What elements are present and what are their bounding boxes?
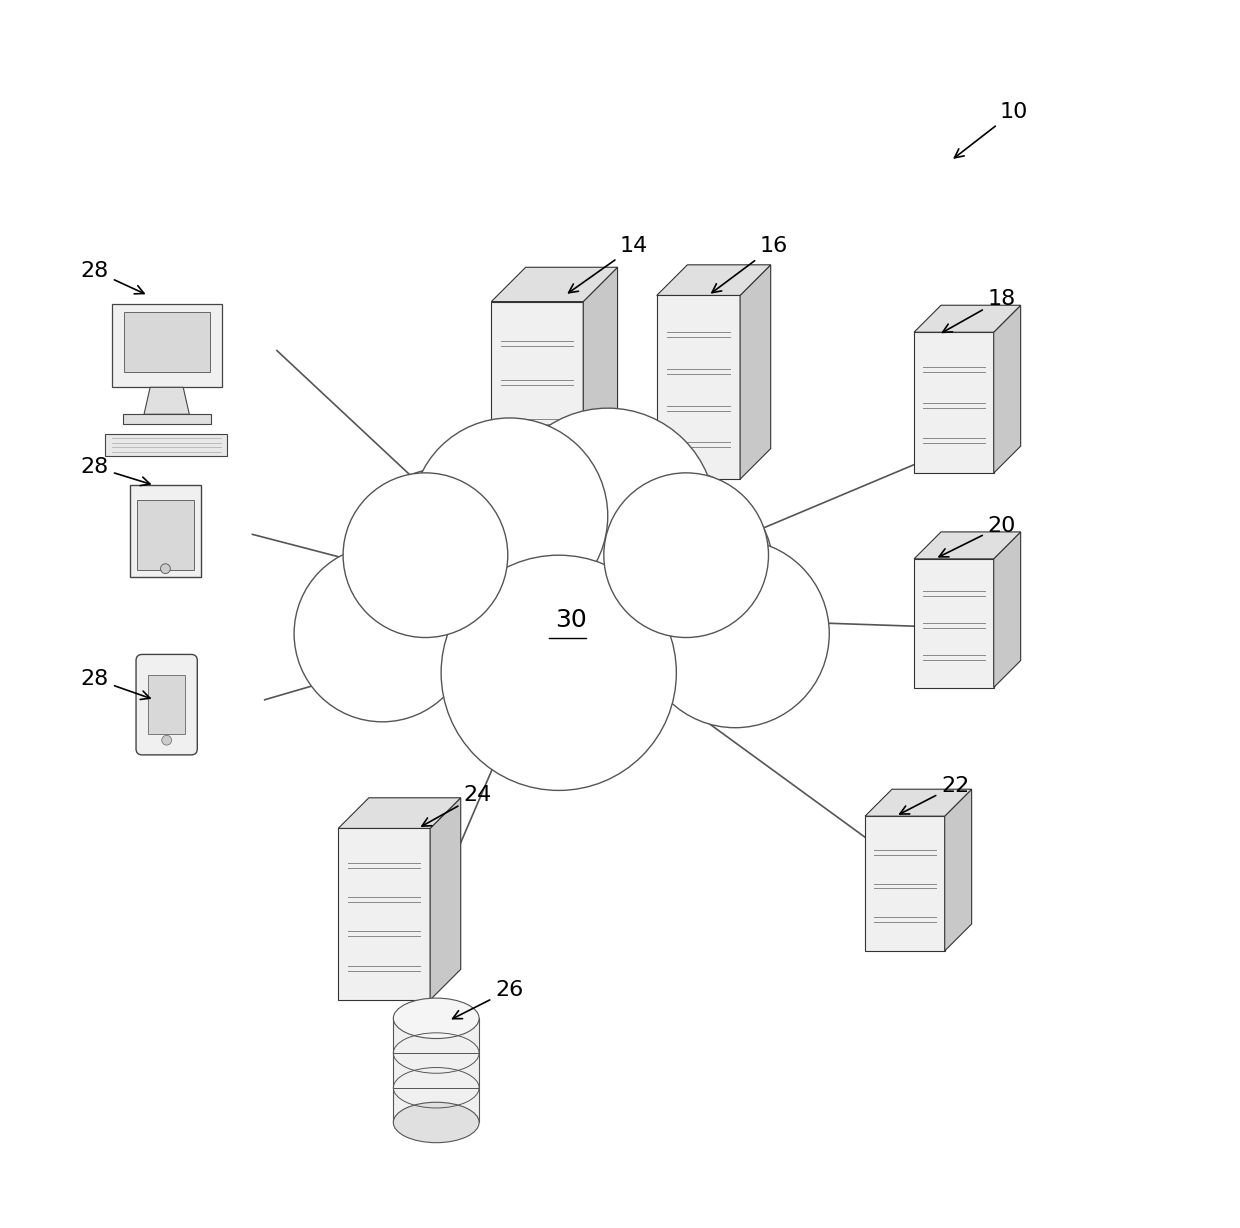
Text: 28: 28 [81,669,150,700]
Polygon shape [430,798,461,1000]
Polygon shape [144,387,190,414]
Polygon shape [112,305,222,387]
Circle shape [294,545,470,722]
Polygon shape [123,414,211,424]
Polygon shape [866,817,945,950]
Polygon shape [339,829,430,1000]
FancyBboxPatch shape [136,655,197,755]
Polygon shape [657,296,740,479]
Polygon shape [124,312,210,372]
Text: 24: 24 [422,786,491,826]
Circle shape [343,467,559,683]
Polygon shape [740,265,771,479]
Text: 30: 30 [556,608,587,632]
Text: 22: 22 [900,776,970,814]
Circle shape [559,467,774,683]
Polygon shape [393,1018,479,1122]
Polygon shape [993,306,1021,473]
Polygon shape [914,532,1021,559]
Text: 20: 20 [939,516,1016,556]
Text: 10: 10 [955,102,1028,158]
Text: 14: 14 [569,237,649,292]
Polygon shape [491,302,583,497]
Polygon shape [657,265,771,296]
Text: 18: 18 [942,289,1016,333]
Ellipse shape [393,1103,479,1143]
Circle shape [160,564,170,573]
Circle shape [604,473,769,637]
Circle shape [641,539,830,728]
Polygon shape [914,306,1021,333]
Ellipse shape [393,998,479,1039]
Circle shape [500,408,715,624]
Text: 26: 26 [453,980,523,1019]
Text: 28: 28 [81,260,144,293]
Polygon shape [945,790,972,950]
Polygon shape [149,675,185,734]
Polygon shape [105,433,227,456]
Circle shape [161,736,171,745]
Polygon shape [993,532,1021,688]
Polygon shape [866,790,972,817]
Polygon shape [914,333,993,473]
Polygon shape [339,798,461,829]
Circle shape [441,555,676,791]
Polygon shape [491,268,618,302]
Text: 28: 28 [81,457,150,485]
Polygon shape [914,559,993,688]
Polygon shape [583,268,618,497]
Circle shape [343,473,507,637]
Polygon shape [138,500,193,570]
Circle shape [412,418,608,614]
Circle shape [432,486,686,742]
Polygon shape [130,485,201,577]
Text: 16: 16 [712,237,787,292]
